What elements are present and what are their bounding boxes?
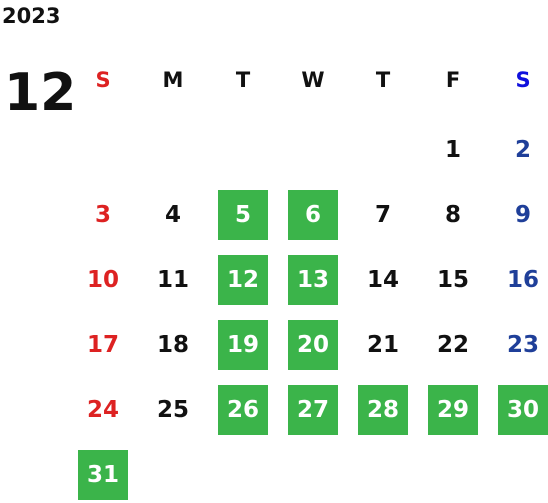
day: 10: [86, 267, 119, 293]
marked-day: 28: [358, 385, 408, 435]
day: 16: [506, 267, 539, 293]
day: 3: [94, 202, 111, 228]
year: 2023: [2, 4, 61, 28]
weekday-label: F: [445, 68, 461, 92]
day: 18: [156, 332, 189, 358]
marked-day: 6: [288, 190, 338, 240]
marked-day: 13: [288, 255, 338, 305]
day: 11: [156, 267, 189, 293]
day: 15: [436, 267, 469, 293]
weekday-label: M: [162, 68, 184, 92]
day: 25: [156, 397, 189, 423]
weekday-label: W: [301, 68, 325, 92]
day: 24: [86, 397, 119, 423]
marked-day: 27: [288, 385, 338, 435]
marked-day: 19: [218, 320, 268, 370]
day: 17: [86, 332, 119, 358]
marked-day: 12: [218, 255, 268, 305]
marked-day: 29: [428, 385, 478, 435]
day: 4: [164, 202, 181, 228]
day: 14: [366, 267, 399, 293]
weekday-label: S: [95, 68, 111, 92]
day: 2: [514, 137, 531, 163]
marked-day: 30: [498, 385, 548, 435]
weekday-label: S: [515, 68, 531, 92]
marked-day: 20: [288, 320, 338, 370]
day: 22: [436, 332, 469, 358]
marked-day: 26: [218, 385, 268, 435]
day: 23: [506, 332, 539, 358]
weekday-label: T: [235, 68, 251, 92]
day: 9: [514, 202, 531, 228]
month: 12: [4, 63, 77, 123]
day: 8: [444, 202, 461, 228]
marked-day: 31: [78, 450, 128, 500]
marked-day: 5: [218, 190, 268, 240]
weekday-label: T: [375, 68, 391, 92]
day: 1: [444, 137, 461, 163]
day: 21: [366, 332, 399, 358]
day: 7: [374, 202, 391, 228]
